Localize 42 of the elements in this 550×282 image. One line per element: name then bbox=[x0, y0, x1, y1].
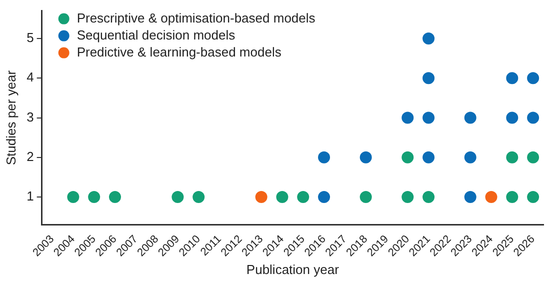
point bbox=[255, 191, 268, 204]
y-tick-label: 1 bbox=[26, 188, 34, 204]
point bbox=[422, 32, 435, 45]
y-axis-title: Studies per year bbox=[3, 70, 18, 166]
point bbox=[527, 72, 540, 84]
point bbox=[108, 191, 121, 204]
point bbox=[402, 151, 414, 164]
point bbox=[464, 191, 476, 204]
point bbox=[172, 191, 184, 204]
point bbox=[527, 151, 540, 164]
point bbox=[318, 151, 330, 164]
y-tick-label: 3 bbox=[26, 109, 34, 124]
point bbox=[67, 191, 80, 204]
point bbox=[422, 191, 435, 204]
point bbox=[422, 151, 435, 164]
legend-label: Predictive & learning-based models bbox=[76, 44, 282, 60]
point bbox=[506, 72, 518, 84]
point bbox=[464, 151, 476, 164]
point bbox=[506, 151, 518, 164]
point bbox=[422, 72, 435, 84]
legend-label: Prescriptive & optimisation-based models bbox=[76, 10, 316, 26]
y-tick-label: 4 bbox=[26, 70, 34, 85]
point bbox=[88, 191, 100, 204]
point bbox=[318, 191, 330, 204]
point bbox=[527, 191, 540, 204]
point bbox=[297, 191, 310, 204]
point bbox=[422, 112, 435, 124]
point bbox=[464, 112, 476, 124]
point bbox=[506, 191, 518, 204]
point bbox=[192, 191, 205, 204]
y-tick-label: 5 bbox=[26, 30, 34, 46]
point bbox=[506, 112, 518, 124]
point bbox=[402, 112, 414, 124]
y-tick-label: 2 bbox=[26, 148, 34, 164]
point bbox=[276, 191, 288, 204]
point bbox=[360, 151, 372, 164]
point bbox=[527, 112, 540, 124]
x-axis-title: Publication year bbox=[246, 262, 340, 277]
legend-label: Sequential decision models bbox=[76, 27, 236, 42]
point bbox=[402, 191, 414, 204]
point bbox=[485, 191, 498, 204]
point bbox=[360, 191, 372, 204]
